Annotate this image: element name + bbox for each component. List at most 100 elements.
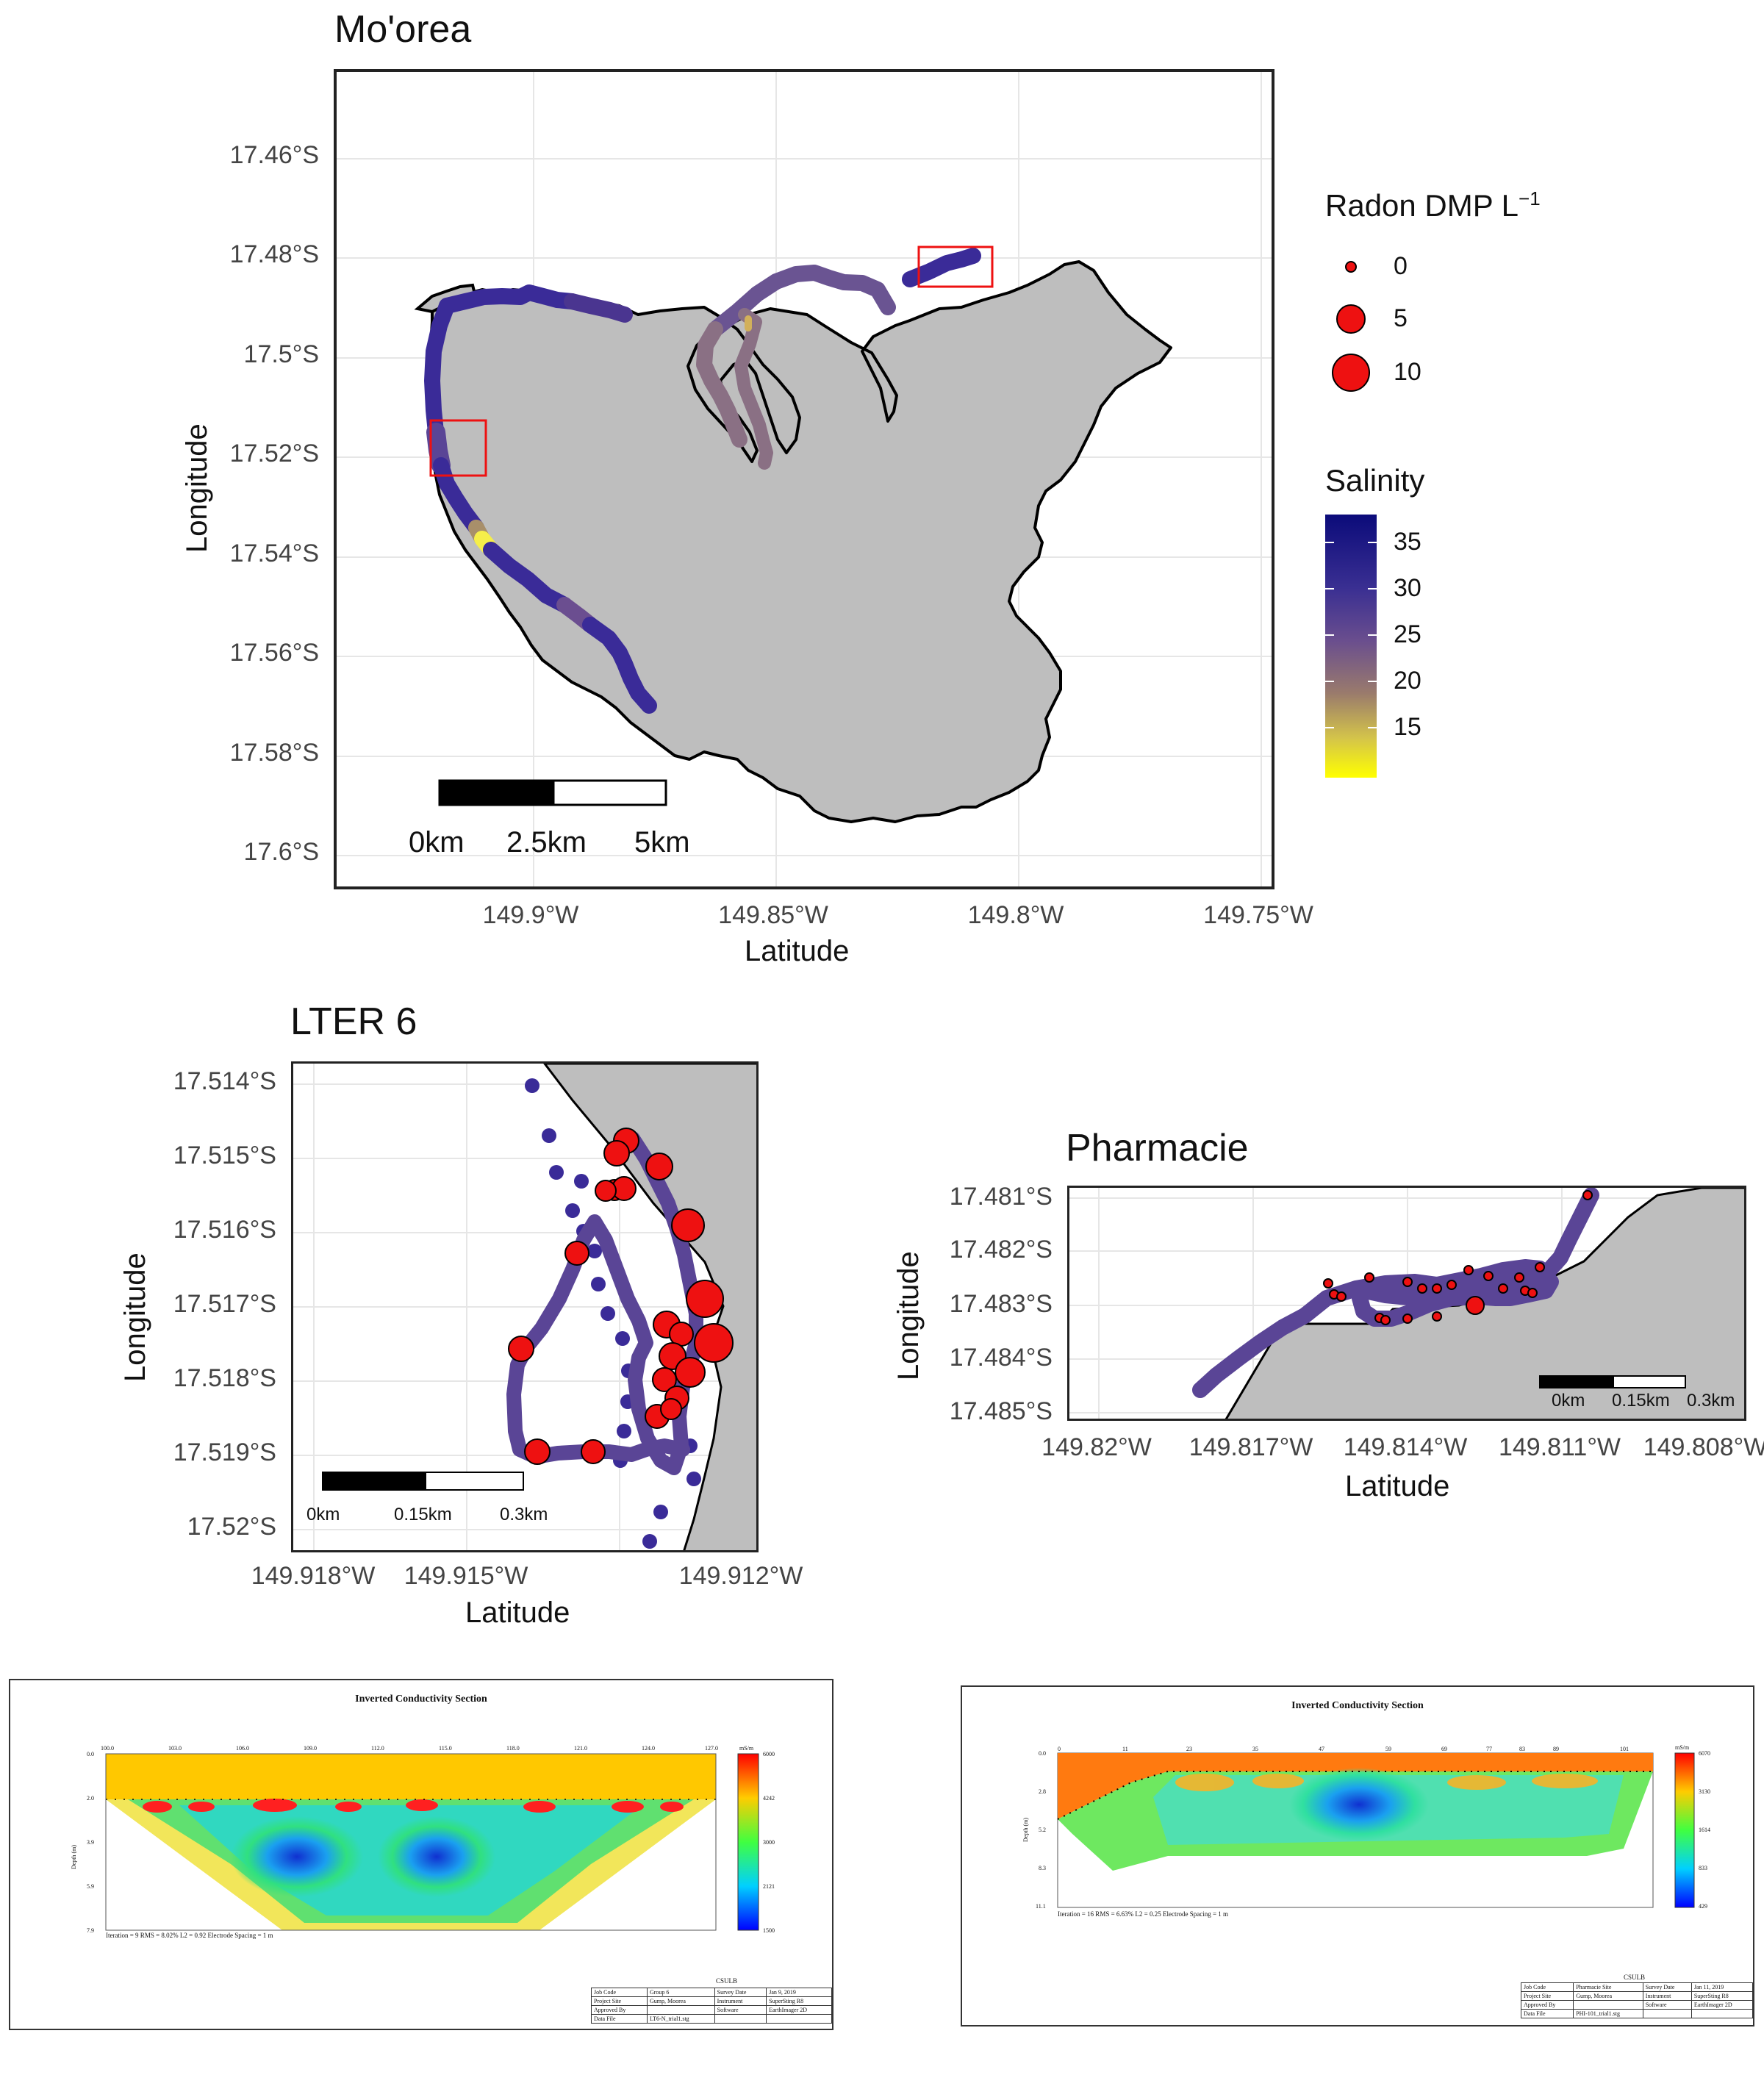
top-tick: 103.0 xyxy=(168,1745,182,1752)
radon-label-10: 10 xyxy=(1394,358,1421,386)
y-tick: 17.5°S xyxy=(243,340,319,368)
title-block-header: CSULB xyxy=(716,1977,738,1985)
y-tick: 17.56°S xyxy=(229,639,319,667)
scale-value: 3000 xyxy=(763,1839,775,1846)
top-tick: 106.0 xyxy=(236,1745,249,1752)
scale-value: 429 xyxy=(1699,1903,1707,1910)
scale-label-2: 5km xyxy=(634,826,690,859)
lter6-scale-label: 0.3km xyxy=(500,1505,548,1524)
depth-tick: 3.9 xyxy=(87,1839,94,1846)
top-tick: 112.0 xyxy=(371,1745,384,1752)
depth-tick: 2.0 xyxy=(87,1795,94,1802)
top-tick: 101 xyxy=(1620,1746,1629,1752)
y-tick: 17.6°S xyxy=(243,838,319,866)
top-tick: 121.0 xyxy=(574,1745,587,1752)
pharmacie-svg xyxy=(1069,1188,1744,1419)
top-tick: 23 xyxy=(1186,1746,1192,1752)
depth-tick: 11.1 xyxy=(1036,1903,1046,1910)
top-tick: 69 xyxy=(1441,1746,1447,1752)
scale-bar-black xyxy=(438,779,555,806)
pharmacie-scale-label: 0.15km xyxy=(1612,1391,1670,1411)
salinity-colorbar xyxy=(1325,515,1377,778)
scale-value: 3130 xyxy=(1699,1788,1710,1795)
y-tick: 17.46°S xyxy=(229,141,319,169)
lter6-y-axis-title: Longitude xyxy=(119,1253,151,1382)
lter6-panel[interactable]: 0km 0.15km 0.3km xyxy=(291,1061,759,1552)
x-tick: 149.85°W xyxy=(718,901,828,929)
lter6-x-axis-title: Latitude xyxy=(465,1596,570,1629)
pharmacie-scale-label: 0km xyxy=(1552,1391,1585,1411)
x-tick: 149.8°W xyxy=(967,901,1064,929)
top-tick: 124.0 xyxy=(642,1745,655,1752)
title-block: Job Code Group 6 Survey Date Jan 9, 2019 Pr… xyxy=(591,1988,832,2024)
inversion-note: Iteration = 9 RMS = 8.02% L2 = 0.92 Elec… xyxy=(106,1932,273,1939)
pharmacie-y-tick: 17.481°S xyxy=(949,1183,1053,1211)
pharmacie-y-tick: 17.483°S xyxy=(949,1290,1053,1318)
lter6-y-tick: 17.52°S xyxy=(187,1513,276,1541)
top-tick: 100.0 xyxy=(101,1745,114,1752)
salinity-label: 30 xyxy=(1394,574,1421,602)
section-left: Inverted Conductivity Section 100.0 103.… xyxy=(9,1679,833,2030)
section-right-svg xyxy=(1057,1752,1695,1908)
lter6-x-tick: 149.912°W xyxy=(678,1562,803,1590)
lter6-svg xyxy=(293,1064,756,1550)
lter6-box xyxy=(429,419,487,477)
x-tick: 149.75°W xyxy=(1203,901,1313,929)
scale-value: 6000 xyxy=(763,1751,775,1757)
pharmacie-radon xyxy=(1323,1190,1593,1325)
salinity-label: 20 xyxy=(1394,667,1421,695)
scale-value: 6070 xyxy=(1699,1750,1710,1757)
pharmacie-panel[interactable]: 0km 0.15km 0.3km xyxy=(1067,1186,1746,1421)
radon-legend-title: Radon DMP L−1 xyxy=(1325,187,1541,223)
section-left-title: Inverted Conductivity Section xyxy=(355,1694,487,1705)
pharmacie-x-tick: 149.82°W xyxy=(1041,1433,1152,1461)
lter6-x-tick: 149.915°W xyxy=(404,1562,528,1590)
main-map-panel[interactable]: 0km 2.5km 5km xyxy=(334,69,1274,889)
lter6-scale-label: 0.15km xyxy=(394,1505,452,1524)
scale-label-0: 0km xyxy=(409,826,465,859)
scale-value: 4242 xyxy=(763,1795,775,1802)
lter6-scale-white xyxy=(425,1472,524,1491)
lter6-y-tick: 17.518°S xyxy=(173,1364,276,1392)
top-tick: 47 xyxy=(1319,1746,1324,1752)
lter6-radon xyxy=(508,1128,734,1465)
x-tick: 149.9°W xyxy=(482,901,579,929)
title-block: Job Code Pharmacie Site Survey Date Jan 11,… xyxy=(1520,1982,1753,2018)
scale-value: 2121 xyxy=(763,1883,775,1890)
pharmacie-box xyxy=(917,246,994,288)
pharmacie-x-tick: 149.811°W xyxy=(1498,1433,1621,1461)
y-tick: 17.58°S xyxy=(229,739,319,767)
section-right-title: Inverted Conductivity Section xyxy=(1291,1700,1424,1711)
x-axis-title: Latitude xyxy=(745,935,850,967)
pharmacie-scale-white xyxy=(1613,1375,1686,1388)
top-tick: 118.0 xyxy=(506,1745,520,1752)
salinity-label: 15 xyxy=(1394,713,1421,741)
depth-tick: 0.0 xyxy=(1039,1750,1046,1757)
radon-label-0: 0 xyxy=(1394,252,1408,280)
lter6-title: LTER 6 xyxy=(290,1000,417,1043)
top-tick: 89 xyxy=(1553,1746,1559,1752)
depth-label: Depth (m) xyxy=(1022,1817,1030,1843)
pharmacie-y-tick: 17.482°S xyxy=(949,1236,1053,1264)
main-map-svg xyxy=(337,72,1272,886)
depth-tick: 5.2 xyxy=(1039,1827,1046,1833)
lter6-y-tick: 17.514°S xyxy=(173,1067,276,1095)
lter6-scale-label: 0km xyxy=(306,1505,340,1524)
section-right: Inverted Conductivity Section 0 11 23 35… xyxy=(961,1685,1754,2026)
pharmacie-scale-black xyxy=(1539,1375,1614,1388)
y-tick: 17.52°S xyxy=(229,440,319,467)
pharmacie-x-tick: 149.814°W xyxy=(1343,1433,1468,1461)
pharmacie-scale-label: 0.3km xyxy=(1687,1391,1735,1411)
scale-label-1: 2.5km xyxy=(506,826,587,859)
unit-label: mS/m xyxy=(739,1745,754,1752)
top-tick: 59 xyxy=(1385,1746,1391,1752)
pharmacie-y-tick: 17.485°S xyxy=(949,1397,1053,1425)
scale-value: 1500 xyxy=(763,1927,775,1934)
lter6-scale-black xyxy=(322,1472,426,1491)
lter6-y-tick: 17.516°S xyxy=(173,1216,276,1244)
depth-tick: 7.9 xyxy=(87,1927,94,1934)
scale-value: 833 xyxy=(1699,1865,1707,1871)
y-tick: 17.48°S xyxy=(229,240,319,268)
pharmacie-title: Pharmacie xyxy=(1066,1127,1249,1169)
depth-tick: 0.0 xyxy=(87,1751,94,1757)
